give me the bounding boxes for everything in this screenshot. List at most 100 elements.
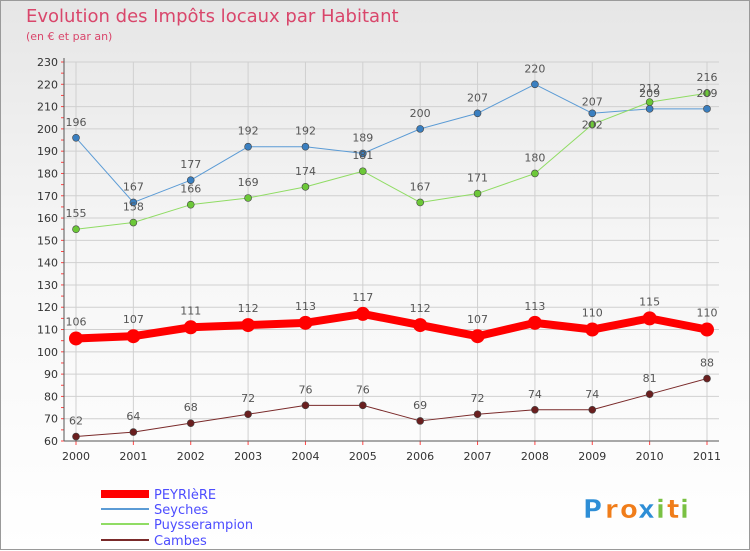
data-point-peyri-re — [355, 306, 370, 321]
data-labels: 196 167 177 192 192 189 200 207 220 207 209 209 155 1… — [66, 62, 718, 427]
data-label-cambes: 69 — [413, 399, 427, 412]
y-tick-label: 90 — [44, 368, 58, 381]
data-label-seyches: 207 — [467, 91, 488, 104]
legend-label-seyches: Seyches — [154, 503, 208, 518]
data-point-cambes — [72, 432, 80, 441]
data-point-seyches — [244, 142, 252, 151]
y-tick-label: 150 — [37, 234, 58, 247]
data-point-peyri-re — [241, 318, 256, 333]
data-point-seyches — [473, 109, 482, 118]
series-line-peyri-re — [72, 309, 711, 343]
data-label-puysserampion: 180 — [524, 151, 545, 164]
data-point-seyches — [416, 125, 424, 133]
logo-letter: o — [620, 495, 638, 525]
data-point-puysserampion — [473, 189, 482, 198]
grid — [64, 61, 719, 442]
logo-letter: P — [583, 495, 602, 525]
data-point-puysserampion — [72, 225, 80, 234]
logo-letter: i — [680, 495, 689, 525]
data-point-cambes — [645, 390, 654, 398]
data-label-cambes: 88 — [700, 357, 714, 370]
data-point-peyri-re — [700, 322, 714, 337]
data-label-seyches: 196 — [66, 116, 87, 129]
x-tick-label: 2000 — [62, 450, 90, 463]
y-tick-label: 130 — [37, 279, 58, 292]
data-label-puysserampion: 171 — [467, 172, 488, 185]
data-point-peyri-re — [413, 318, 428, 333]
data-label-puysserampion: 166 — [180, 183, 201, 196]
data-point-cambes — [301, 401, 310, 410]
data-label-seyches: 167 — [123, 180, 144, 193]
data-point-cambes — [588, 405, 597, 414]
y-tick-label: 70 — [44, 413, 58, 426]
x-tick-label: 2008 — [521, 450, 549, 463]
y-tick-label: 120 — [37, 301, 58, 314]
data-label-peyri-re: 112 — [238, 302, 259, 315]
data-label-cambes: 72 — [241, 392, 255, 405]
data-label-puysserampion: 216 — [697, 71, 718, 84]
data-label-peyri-re: 112 — [410, 302, 431, 315]
data-label-puysserampion: 169 — [238, 176, 259, 189]
x-tick-label: 2010 — [636, 450, 664, 463]
data-point-seyches — [588, 109, 597, 118]
data-label-puysserampion: 158 — [123, 201, 144, 214]
data-point-peyri-re — [69, 331, 83, 346]
data-label-cambes: 62 — [69, 415, 83, 428]
series-line-seyches — [75, 83, 708, 203]
x-tick-label: 2007 — [464, 450, 492, 463]
logo-letter: t — [667, 495, 679, 525]
data-point-puysserampion — [703, 89, 711, 98]
data-point-cambes — [416, 417, 424, 425]
data-label-puysserampion: 174 — [295, 165, 316, 178]
x-tick-label: 2006 — [406, 450, 434, 463]
y-tick-label: 210 — [37, 101, 58, 114]
y-tick-label: 170 — [37, 190, 58, 203]
x-tick-label: 2002 — [177, 450, 205, 463]
data-point-puysserampion — [416, 198, 424, 207]
data-label-peyri-re: 110 — [582, 307, 603, 320]
data-label-seyches: 177 — [180, 158, 201, 171]
x-tick-label: 2003 — [234, 450, 262, 463]
data-point-peyri-re — [183, 320, 198, 335]
y-tick-label: 140 — [37, 257, 58, 270]
y-tick-label: 160 — [37, 212, 58, 225]
data-label-peyri-re: 107 — [467, 313, 488, 326]
data-point-peyri-re — [527, 315, 542, 330]
data-point-seyches — [186, 176, 195, 184]
chart-title: Evolution des Impôts locaux par Habitant — [26, 6, 399, 27]
legend-label-puysserampion: Puysserampion — [154, 518, 253, 533]
data-label-cambes: 74 — [585, 388, 599, 401]
data-label-cambes: 81 — [643, 372, 657, 385]
y-tick-label: 110 — [37, 324, 58, 337]
y-tick-label: 80 — [44, 390, 58, 403]
data-label-seyches: 209 — [639, 87, 660, 100]
data-point-seyches — [531, 80, 539, 89]
data-point-cambes — [473, 410, 482, 419]
logo-letter: x — [638, 495, 655, 525]
data-label-cambes: 76 — [356, 383, 370, 396]
data-point-peyri-re — [585, 322, 600, 337]
logo-letter: i — [656, 495, 665, 525]
data-point-seyches — [72, 134, 80, 142]
data-label-seyches: 207 — [582, 95, 603, 108]
x-tick-label: 2005 — [349, 450, 377, 463]
data-label-seyches: 192 — [295, 125, 316, 138]
axes: 60 70 80 90 100 110 120 130 140 150 160 170 180 190 20… — [37, 56, 721, 463]
logo-letter: r — [605, 495, 618, 525]
y-tick-label: 190 — [37, 145, 58, 158]
data-point-peyri-re — [470, 329, 485, 344]
data-point-cambes — [359, 401, 367, 410]
plot-area — [64, 62, 719, 441]
data-point-seyches — [301, 142, 310, 151]
series-line-cambes — [75, 378, 708, 438]
y-tick-label: 60 — [44, 435, 58, 448]
data-point-cambes — [703, 374, 711, 383]
series-layer — [69, 80, 714, 441]
data-point-puysserampion — [129, 218, 138, 227]
chart-subtitle: (en € et par an) — [26, 30, 112, 43]
data-label-cambes: 76 — [298, 383, 312, 396]
data-label-seyches: 192 — [238, 125, 259, 138]
